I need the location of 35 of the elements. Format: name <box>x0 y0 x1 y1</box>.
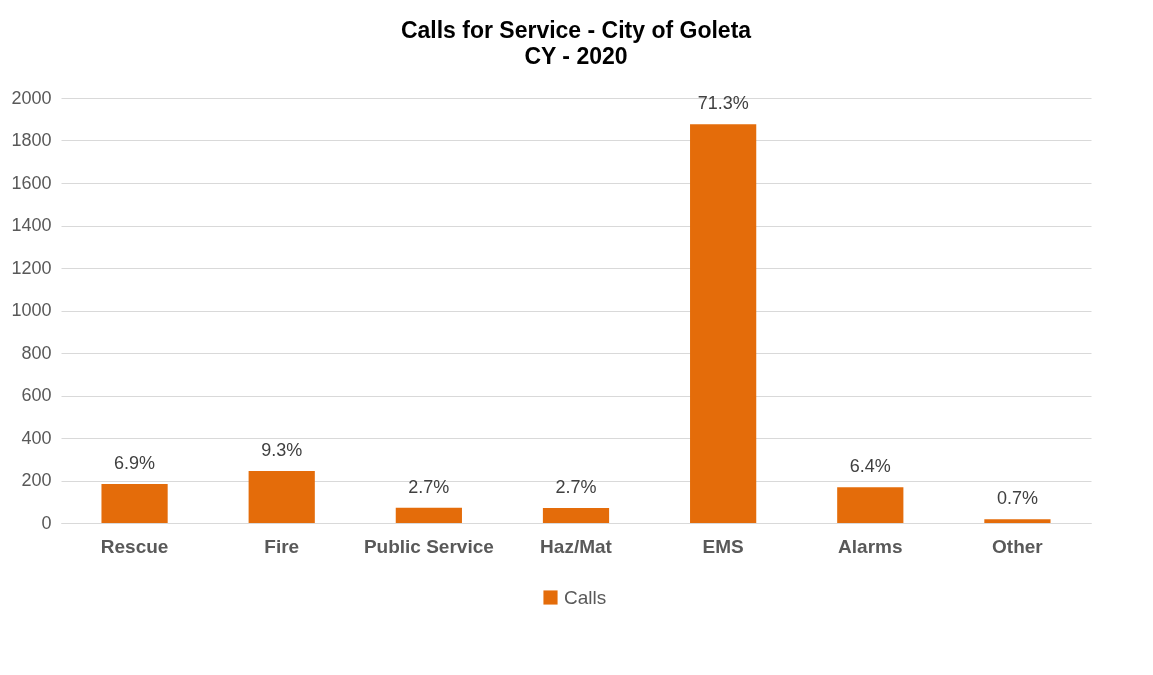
y-tick-label: 2000 <box>11 87 52 108</box>
x-tick-label: EMS <box>702 535 744 557</box>
annotation: 6.4% <box>849 456 891 477</box>
legend-label: Calls <box>564 586 607 608</box>
annotation: 71.3% <box>697 93 749 114</box>
bar <box>395 507 462 523</box>
bar <box>984 519 1051 523</box>
x-tick-label: Public Service <box>363 535 494 557</box>
annotation: 9.3% <box>261 439 303 460</box>
annotation: 0.7% <box>996 488 1038 509</box>
x-tick-label: Other <box>992 535 1044 557</box>
y-tick-label: 1800 <box>11 130 52 150</box>
y-tick-label: 600 <box>21 385 52 405</box>
annotation: 2.7% <box>555 476 597 497</box>
bar <box>542 507 610 523</box>
y-tick-label: 400 <box>21 427 52 448</box>
bar <box>837 487 904 523</box>
x-tick-label: Haz/Mat <box>540 535 613 557</box>
bar <box>101 484 168 523</box>
y-tick-label: 1600 <box>11 172 52 193</box>
chart-subtitle: CY - 2020 <box>524 43 628 69</box>
bar <box>690 124 757 523</box>
y-tick-label: 800 <box>21 342 52 363</box>
y-tick-label: 200 <box>21 470 52 490</box>
x-tick-label: Rescue <box>100 535 169 557</box>
annotation: 6.9% <box>114 453 156 474</box>
chart-title: Calls for Service - City of Goleta <box>400 17 752 43</box>
y-tick-label: 1200 <box>11 257 52 278</box>
y-tick-label: 1000 <box>11 300 52 320</box>
bar <box>248 470 315 523</box>
annotation: 2.7% <box>408 476 450 497</box>
x-tick-label: Alarms <box>838 535 903 557</box>
y-tick-label: 0 <box>41 512 52 533</box>
y-tick-label: 1400 <box>11 215 52 235</box>
x-tick-label: Fire <box>264 535 300 557</box>
